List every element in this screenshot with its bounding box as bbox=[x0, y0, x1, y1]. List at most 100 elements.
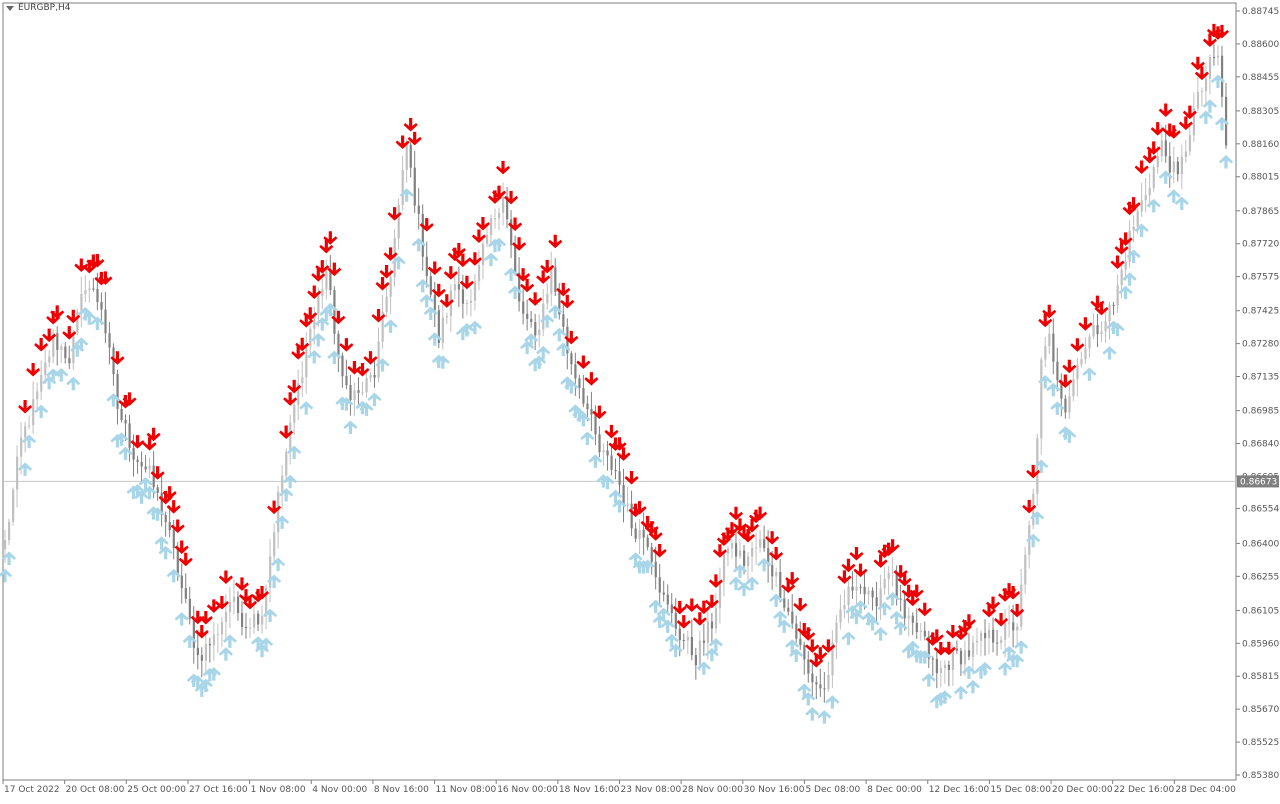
candle bbox=[381, 295, 384, 349]
buy-arrow-icon bbox=[1030, 510, 1045, 525]
candle bbox=[751, 541, 754, 572]
candle bbox=[228, 587, 232, 629]
candle-body bbox=[76, 312, 79, 333]
y-tick-label: 0.88600 bbox=[1242, 40, 1279, 50]
candle-body bbox=[895, 572, 898, 599]
buy-arrow-icon bbox=[568, 404, 583, 418]
candle bbox=[694, 647, 698, 680]
x-tick-label: 20 Dec 00:00 bbox=[1052, 785, 1113, 795]
candle-body bbox=[341, 355, 344, 377]
buy-arrow-icon bbox=[82, 311, 97, 325]
candle-body bbox=[44, 362, 47, 375]
sell-arrow-icon bbox=[371, 308, 386, 323]
candle-body bbox=[216, 634, 220, 636]
candle-body bbox=[602, 450, 605, 453]
candle-body bbox=[807, 659, 810, 674]
candle-body bbox=[570, 353, 573, 365]
candle-body bbox=[618, 471, 621, 485]
sell-arrow-icon bbox=[905, 592, 920, 607]
candle-body bbox=[188, 598, 191, 619]
y-tick-label: 0.85380 bbox=[1242, 771, 1279, 781]
buy-arrow-icon bbox=[1034, 459, 1049, 474]
buy-arrow-icon bbox=[978, 661, 992, 676]
sell-arrow-icon bbox=[765, 531, 780, 545]
candle bbox=[827, 661, 830, 692]
sell-arrow-icon bbox=[801, 627, 816, 641]
sell-arrow-icon bbox=[704, 594, 719, 609]
candle bbox=[325, 259, 328, 300]
buy-arrow-icon bbox=[190, 675, 205, 689]
candle bbox=[341, 352, 344, 388]
sell-arrow-icon bbox=[604, 424, 619, 439]
x-tick-label: 17 Oct 2022 bbox=[4, 785, 60, 795]
candle-body bbox=[140, 461, 143, 467]
candle-body bbox=[365, 378, 368, 393]
candle-body bbox=[1120, 269, 1123, 286]
sell-arrow-icon bbox=[809, 653, 824, 668]
buy-arrow-icon bbox=[22, 434, 37, 449]
candle bbox=[148, 457, 151, 478]
sell-arrow-icon bbox=[146, 427, 161, 442]
candle-body bbox=[730, 543, 734, 549]
candle bbox=[722, 550, 726, 597]
candle-body bbox=[301, 377, 304, 384]
candle-body bbox=[682, 639, 685, 641]
candle-body bbox=[377, 341, 380, 378]
candle-body bbox=[1072, 379, 1075, 397]
candle bbox=[337, 330, 340, 372]
candle-body bbox=[84, 290, 87, 295]
candle-body bbox=[28, 425, 31, 427]
candle-body bbox=[80, 294, 83, 313]
buy-arrow-icon bbox=[600, 475, 615, 490]
buy-arrow-icon bbox=[307, 349, 322, 364]
x-tick-label: 8 Dec 00:00 bbox=[867, 785, 922, 795]
candle-body bbox=[1128, 230, 1131, 262]
candle bbox=[441, 303, 444, 350]
candle-body bbox=[979, 632, 983, 641]
sell-arrow-icon bbox=[287, 379, 302, 394]
candle-body bbox=[100, 302, 103, 310]
buy-arrow-icon bbox=[419, 293, 434, 308]
sell-arrow-icon bbox=[837, 570, 852, 584]
sell-arrow-icon bbox=[443, 266, 458, 280]
x-tick-label: 28 Dec 04:00 bbox=[1175, 785, 1236, 795]
candle bbox=[232, 579, 236, 615]
chart-menu-triangle-icon[interactable] bbox=[6, 6, 14, 11]
candle bbox=[522, 288, 525, 325]
candle-body bbox=[927, 636, 930, 659]
x-tick-label: 18 Nov 16:00 bbox=[559, 785, 620, 795]
y-tick-label: 0.86400 bbox=[1242, 539, 1279, 549]
candle bbox=[674, 598, 677, 636]
buy-arrow-icon bbox=[154, 536, 169, 550]
candle bbox=[1148, 173, 1151, 208]
sell-arrow-icon bbox=[813, 647, 828, 661]
candle bbox=[931, 656, 934, 677]
candle-body bbox=[180, 575, 183, 589]
candle bbox=[449, 284, 453, 332]
sell-arrow-icon bbox=[218, 570, 233, 584]
candle-body bbox=[148, 465, 151, 470]
sell-arrow-icon bbox=[395, 135, 410, 149]
buy-arrow-icon bbox=[588, 454, 603, 468]
candle bbox=[461, 274, 465, 319]
sell-arrow-icon bbox=[1146, 141, 1161, 155]
sell-arrow-icon bbox=[50, 305, 65, 319]
candle-body bbox=[714, 608, 718, 629]
candle-body bbox=[522, 301, 525, 314]
buy-arrow-icon bbox=[737, 582, 752, 597]
sell-arrow-icon bbox=[66, 309, 81, 324]
candle-body bbox=[863, 586, 866, 595]
candle-body bbox=[706, 621, 710, 643]
candle bbox=[831, 630, 834, 688]
sell-arrow-icon bbox=[961, 614, 976, 628]
buy-arrow-icon bbox=[343, 420, 358, 435]
candle bbox=[489, 214, 493, 246]
candle-body bbox=[128, 423, 131, 448]
candle-body bbox=[646, 537, 649, 548]
candle-body bbox=[273, 532, 276, 557]
candle-body bbox=[285, 451, 288, 476]
buy-arrow-icon bbox=[656, 607, 671, 622]
candle-body bbox=[417, 205, 420, 214]
